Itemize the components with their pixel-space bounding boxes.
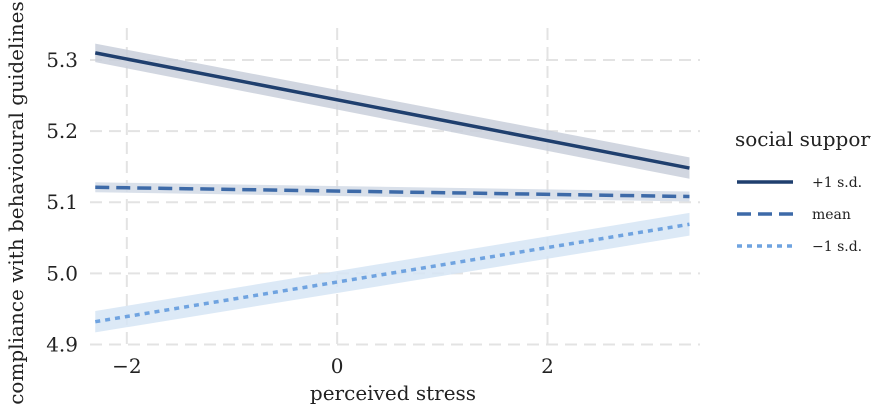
y-tick-label: 5.0 — [46, 261, 78, 285]
y-tick-label: 5.1 — [46, 190, 78, 214]
y-tick-label: 5.3 — [46, 48, 78, 72]
series-line — [94, 222, 690, 324]
legend-item: +1 s.d. — [737, 175, 862, 191]
series-lines — [94, 51, 690, 324]
y-tick-label: 5.2 — [46, 119, 78, 143]
x-axis-label: perceived stress — [310, 381, 476, 405]
y-axis-label: compliance with behavioural guidelines — [4, 1, 28, 405]
x-tick-label: −2 — [112, 354, 141, 378]
legend-label: −1 s.d. — [812, 239, 862, 255]
legend-item: −1 s.d. — [737, 239, 862, 255]
series-line — [95, 185, 690, 199]
x-tick-label: 2 — [541, 354, 554, 378]
legend-title: social support — [735, 127, 871, 151]
series-line — [94, 51, 690, 170]
x-tick-label: 0 — [331, 354, 344, 378]
legend-label: mean — [812, 207, 851, 223]
legend-items: +1 s.d. mean −1 s.d. — [737, 175, 862, 255]
legend: social support +1 s.d. mean −1 s.d. — [735, 127, 871, 255]
legend-label: +1 s.d. — [812, 175, 862, 191]
legend-item: mean — [737, 207, 851, 223]
y-tick-label: 4.9 — [46, 332, 78, 356]
tick-labels: −2 0 2 4.9 5.0 5.1 5.2 5.3 — [46, 48, 554, 378]
